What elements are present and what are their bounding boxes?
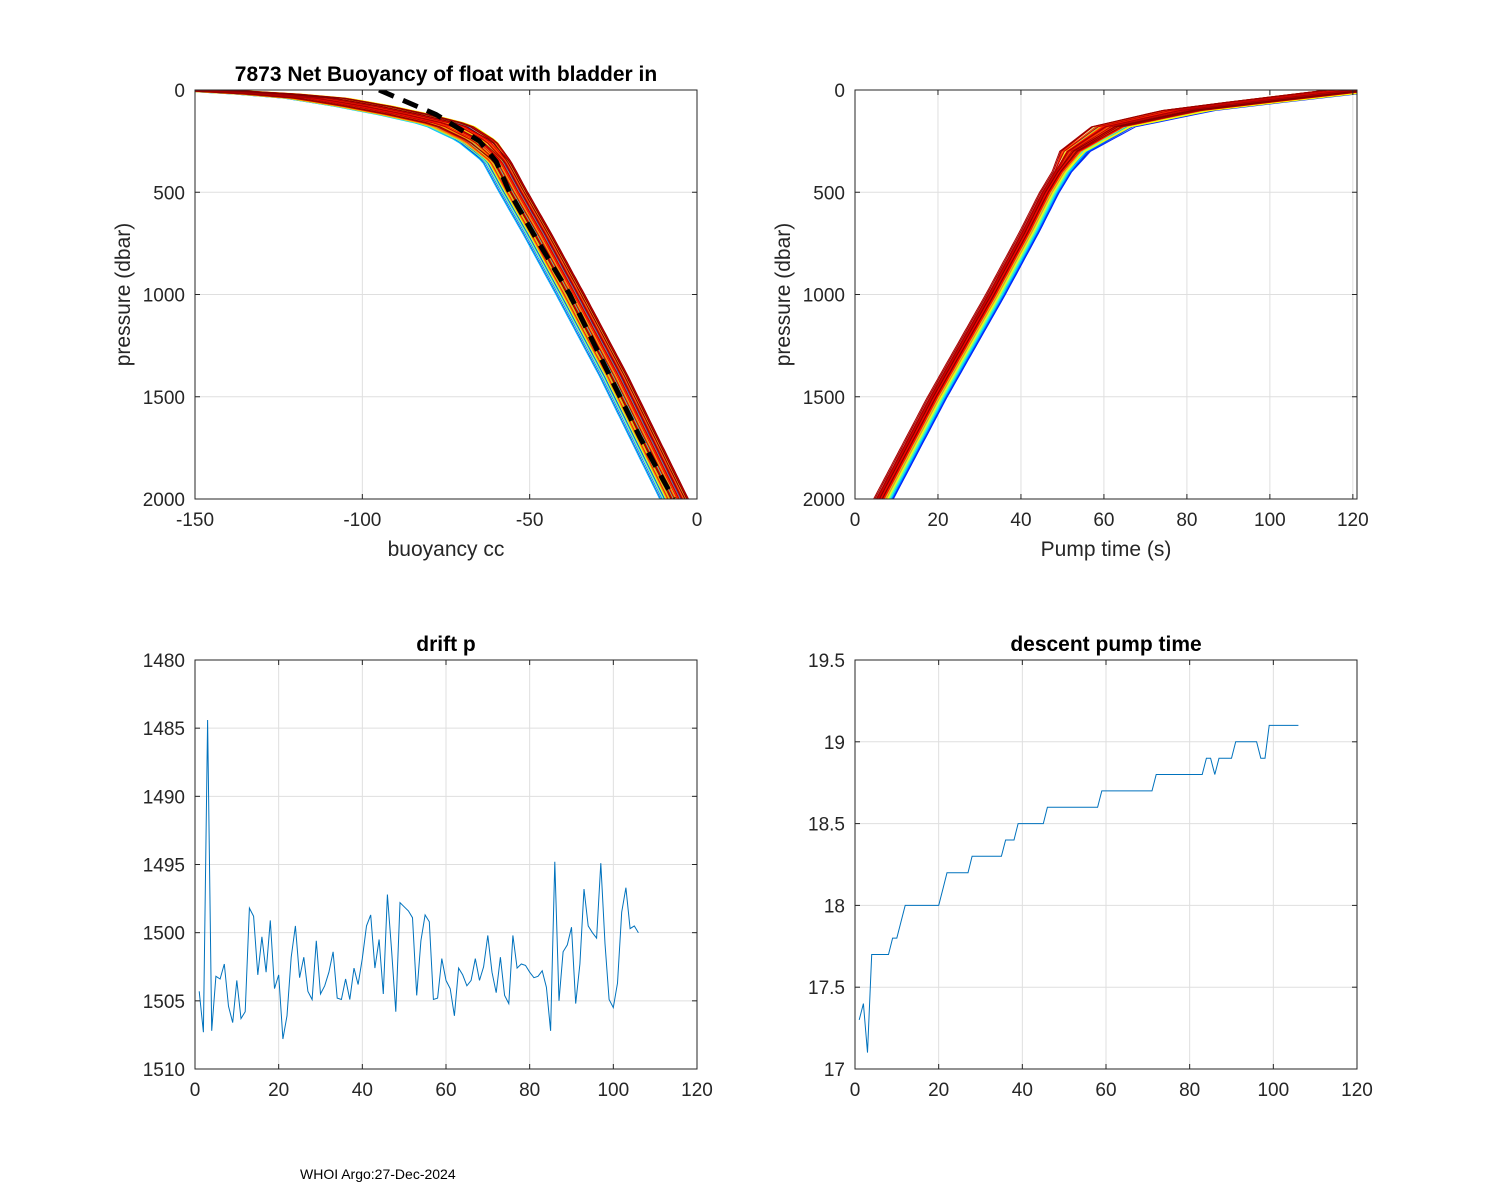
y-tick-label: 1480 xyxy=(143,651,185,672)
chart-title: drift p xyxy=(416,633,475,656)
panel-descentpump: 0 20 40 60 80 100 120 17 17.5 18 18.5 19 19.5 descent… xyxy=(808,633,1373,1101)
y-tick-label: 1490 xyxy=(143,787,185,808)
mean-profile-line xyxy=(378,90,676,499)
profile-line xyxy=(198,90,680,499)
y-tick-label: 1510 xyxy=(143,1060,185,1081)
profile-line xyxy=(876,90,1351,499)
y-tick-label: 19 xyxy=(824,733,845,754)
y-tick-label: 1485 xyxy=(143,719,185,740)
x-axis-label: Pump time (s) xyxy=(1041,538,1172,561)
x-tick-label: 20 xyxy=(268,1080,289,1101)
profile-line xyxy=(874,90,1329,499)
profile-line xyxy=(887,92,1357,499)
series-line xyxy=(198,719,639,1040)
profile-line xyxy=(885,91,1357,499)
y-axis-label: pressure (dbar) xyxy=(772,223,795,367)
panel-pumptime: 0 20 40 60 80 100 120 0 500 1000 1500 2000 Pump time… xyxy=(772,81,1369,561)
y-tick-label: 17.5 xyxy=(808,978,845,999)
profile-line xyxy=(891,92,1357,499)
profile-line xyxy=(215,90,688,499)
chart-title: descent pump time xyxy=(1010,633,1201,656)
x-tick-label: 100 xyxy=(1254,510,1286,531)
profile-line xyxy=(195,91,661,499)
x-tick-label: 60 xyxy=(1093,510,1114,531)
y-tick-label: 0 xyxy=(174,81,185,102)
profile-line xyxy=(890,92,1357,499)
x-tick-label: 40 xyxy=(352,1080,373,1101)
x-tick-label: 120 xyxy=(681,1080,713,1101)
profile-line xyxy=(873,90,1328,499)
x-tick-label: 80 xyxy=(1179,1080,1200,1101)
profile-line xyxy=(878,90,1357,499)
x-tick-label: 80 xyxy=(1176,510,1197,531)
profile-line xyxy=(877,90,1351,499)
y-tick-label: 500 xyxy=(813,183,845,204)
x-tick-label: -150 xyxy=(176,510,214,531)
series-line xyxy=(858,724,1299,1053)
profile-line xyxy=(225,90,689,499)
profile-line xyxy=(883,91,1357,499)
y-tick-label: 500 xyxy=(153,183,185,204)
y-tick-label: 1500 xyxy=(143,388,185,409)
y-tick-label: 1000 xyxy=(143,286,185,307)
y-tick-label: 2000 xyxy=(803,490,845,511)
x-tick-label: 0 xyxy=(850,510,861,531)
x-tick-label: 20 xyxy=(928,1080,949,1101)
panel-driftp: 0 20 40 60 80 100 120 1480 1485 1490 1495 1500 1505 1… xyxy=(143,633,713,1101)
profile-line xyxy=(225,90,686,499)
chart-title: 7873 Net Buoyancy of float with bladder … xyxy=(235,63,657,86)
y-tick-label: 1505 xyxy=(143,992,185,1013)
x-tick-label: 20 xyxy=(927,510,948,531)
x-tick-label: 40 xyxy=(1010,510,1031,531)
x-tick-label: 0 xyxy=(190,1080,201,1101)
x-tick-label: 120 xyxy=(1341,1080,1373,1101)
x-tick-label: -50 xyxy=(516,510,543,531)
profile-line xyxy=(207,90,683,499)
plot-area-descentpump xyxy=(858,724,1299,1053)
x-tick-label: 40 xyxy=(1012,1080,1033,1101)
y-tick-label: 0 xyxy=(834,81,845,102)
plot-area-driftp xyxy=(198,719,639,1040)
x-tick-label: 100 xyxy=(597,1080,629,1101)
profile-line xyxy=(195,91,664,499)
y-tick-label: 18.5 xyxy=(808,815,845,836)
x-tick-label: 60 xyxy=(1095,1080,1116,1101)
plot-area-buoyancy xyxy=(195,90,689,499)
profile-line xyxy=(195,90,667,499)
x-tick-label: -100 xyxy=(343,510,381,531)
profile-line xyxy=(227,90,689,499)
profile-line xyxy=(892,93,1357,499)
profile-line xyxy=(880,90,1357,499)
profile-line xyxy=(217,90,684,499)
y-tick-label: 1500 xyxy=(143,924,185,945)
x-tick-label: 80 xyxy=(519,1080,540,1101)
x-axis-label: buoyancy cc xyxy=(388,538,505,561)
y-axis-label: pressure (dbar) xyxy=(112,223,135,367)
x-tick-label: 0 xyxy=(850,1080,861,1101)
x-tick-label: 120 xyxy=(1337,510,1369,531)
plot-area-pumptime xyxy=(873,90,1357,499)
panel-buoyancy: -150 -100 -50 0 0 500 1000 1500 2000 7873 Net Buo… xyxy=(112,63,702,561)
y-tick-label: 1495 xyxy=(143,856,185,877)
y-tick-label: 19.5 xyxy=(808,651,845,672)
profile-line xyxy=(196,90,682,499)
profile-line xyxy=(195,91,663,499)
profile-line xyxy=(881,90,1357,499)
x-tick-label: 100 xyxy=(1257,1080,1289,1101)
profile-line xyxy=(195,90,668,499)
footer-text: WHOI Argo:27-Dec-2024 xyxy=(300,1166,456,1182)
x-tick-label: 0 xyxy=(692,510,703,531)
y-tick-label: 17 xyxy=(824,1060,845,1081)
x-tick-label: 60 xyxy=(435,1080,456,1101)
y-tick-label: 1500 xyxy=(803,388,845,409)
y-tick-label: 2000 xyxy=(143,490,185,511)
y-tick-label: 18 xyxy=(824,896,845,917)
y-tick-label: 1000 xyxy=(803,286,845,307)
